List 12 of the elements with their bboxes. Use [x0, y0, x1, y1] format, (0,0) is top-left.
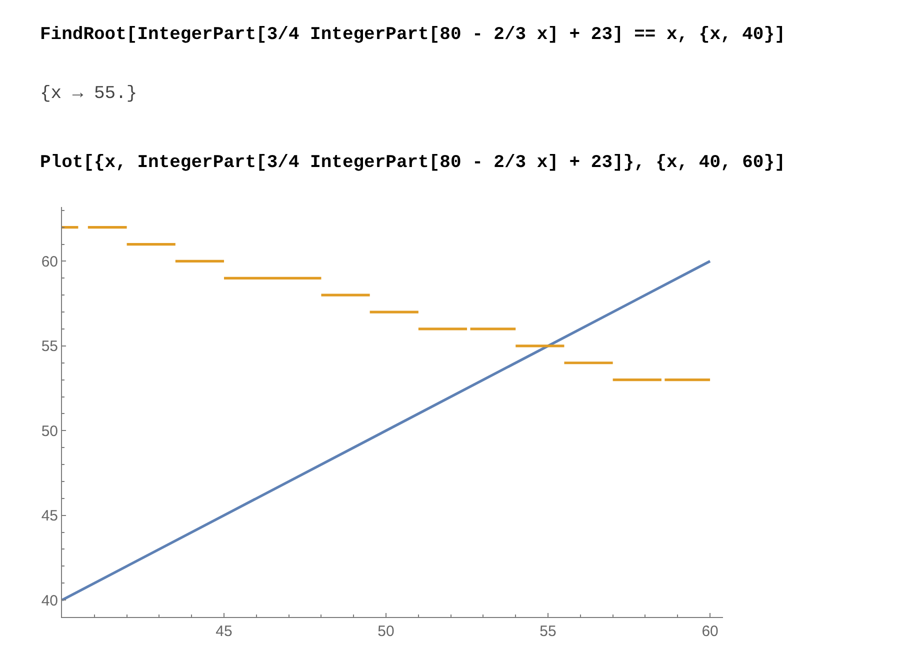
x-tick-label: 45: [216, 623, 232, 640]
x-tick-label: 60: [702, 623, 718, 640]
y-tick-label: 45: [41, 508, 58, 525]
y-tick-label: 50: [41, 422, 58, 440]
text: Plot[{x, IntegerPart[3/4 IntegerPart[80 - 2/3 x] + 23]}, {x, 40, 60}]: [40, 152, 786, 175]
y-tick-label: 55: [41, 338, 58, 356]
y-tick-label: 40: [41, 592, 58, 610]
text: FindRoot[IntegerPart[3/4 IntegerPart[80 - 2/3 x] + 23] == x, {x, 40}]: [40, 24, 786, 47]
y-tick-label: 60: [41, 253, 58, 270]
x-tick-label: 50: [378, 623, 394, 640]
x-tick-label: 55: [540, 623, 556, 640]
text: {x → 55.}: [40, 83, 138, 106]
